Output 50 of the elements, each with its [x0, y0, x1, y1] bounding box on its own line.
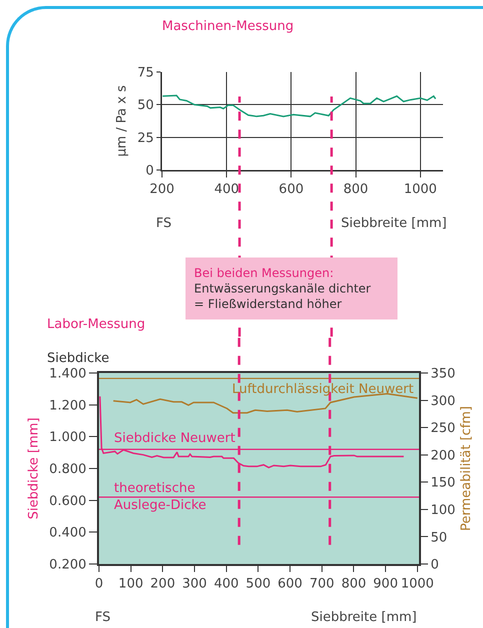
line-series [162, 94, 436, 118]
y2-tick-label: 350 [430, 366, 456, 382]
x-tick-label: 800 [343, 182, 368, 198]
x-tick-label: 500 [246, 576, 271, 592]
y-tick-label: 0.200 [49, 558, 86, 573]
ref-line-label: Siebdicke Neuwert [114, 431, 236, 446]
y2-axis-title: Permeabilität [cfm] [459, 406, 474, 532]
x-tick-label: 1000 [400, 576, 434, 592]
x-tick-label: 700 [309, 576, 334, 592]
y2-tick-label: 150 [430, 476, 456, 491]
y2-tick-label: 300 [430, 394, 456, 409]
x-tick-label: 200 [150, 576, 176, 592]
chart-title: Labor-Messung [47, 317, 146, 332]
text: FS [156, 216, 172, 231]
chart-title: Maschinen-Messung [162, 19, 294, 34]
y2-tick-label: 50 [430, 530, 448, 546]
ref-line-label: Luftdurchlässigkeit Neuwert [232, 382, 414, 397]
y-tick-label: 1.400 [49, 366, 86, 382]
x-tick-label: 400 [214, 182, 240, 198]
x-tick-label: 300 [182, 576, 207, 592]
y-tick-label: 1.200 [49, 398, 86, 414]
y-tick-label: 1.000 [49, 430, 86, 446]
text: FS [95, 610, 111, 625]
x-tick-label: 800 [341, 576, 366, 592]
chart-subtitle: Siebdicke [47, 351, 110, 366]
y2-tick-label: 200 [430, 448, 456, 464]
y2-tick-label: 0 [430, 558, 439, 573]
x-tick-label: 600 [278, 182, 304, 198]
y-axis-title: µm / Pa x s [114, 85, 130, 157]
x-tick-label: 1000 [404, 182, 437, 198]
y-tick-label: 0.400 [49, 526, 86, 541]
x-tick-label: 200 [150, 182, 174, 198]
y-axis-title: Siebdicke [mm] [26, 418, 42, 520]
x-tick-label: 100 [118, 576, 144, 592]
x-tick-label: 600 [278, 576, 302, 592]
ref-line-label: theoretische Auslege-Dicke [114, 481, 206, 513]
y-tick-label: 0.800 [49, 462, 86, 478]
x-tick-label: 0 [94, 576, 104, 592]
y2-tick-label: 100 [430, 502, 456, 518]
y-tick-label: 0 [146, 164, 154, 179]
y-tick-label: 75 [137, 66, 154, 81]
x-axis-title: Siebbreite [mm] [341, 216, 447, 231]
x-tick-label: 900 [373, 576, 398, 592]
x-axis-title: Siebbreite [mm] [311, 610, 417, 625]
y-tick-label: 0.600 [49, 494, 86, 509]
y-tick-label: 50 [137, 98, 154, 114]
y-tick-label: 25 [137, 130, 154, 146]
text: Bei beiden Messungen: Entwässerungskanäle dichter = Fließwiderstand höher [194, 266, 371, 312]
x-tick-label: 400 [214, 576, 239, 592]
y2-tick-label: 250 [430, 421, 456, 436]
